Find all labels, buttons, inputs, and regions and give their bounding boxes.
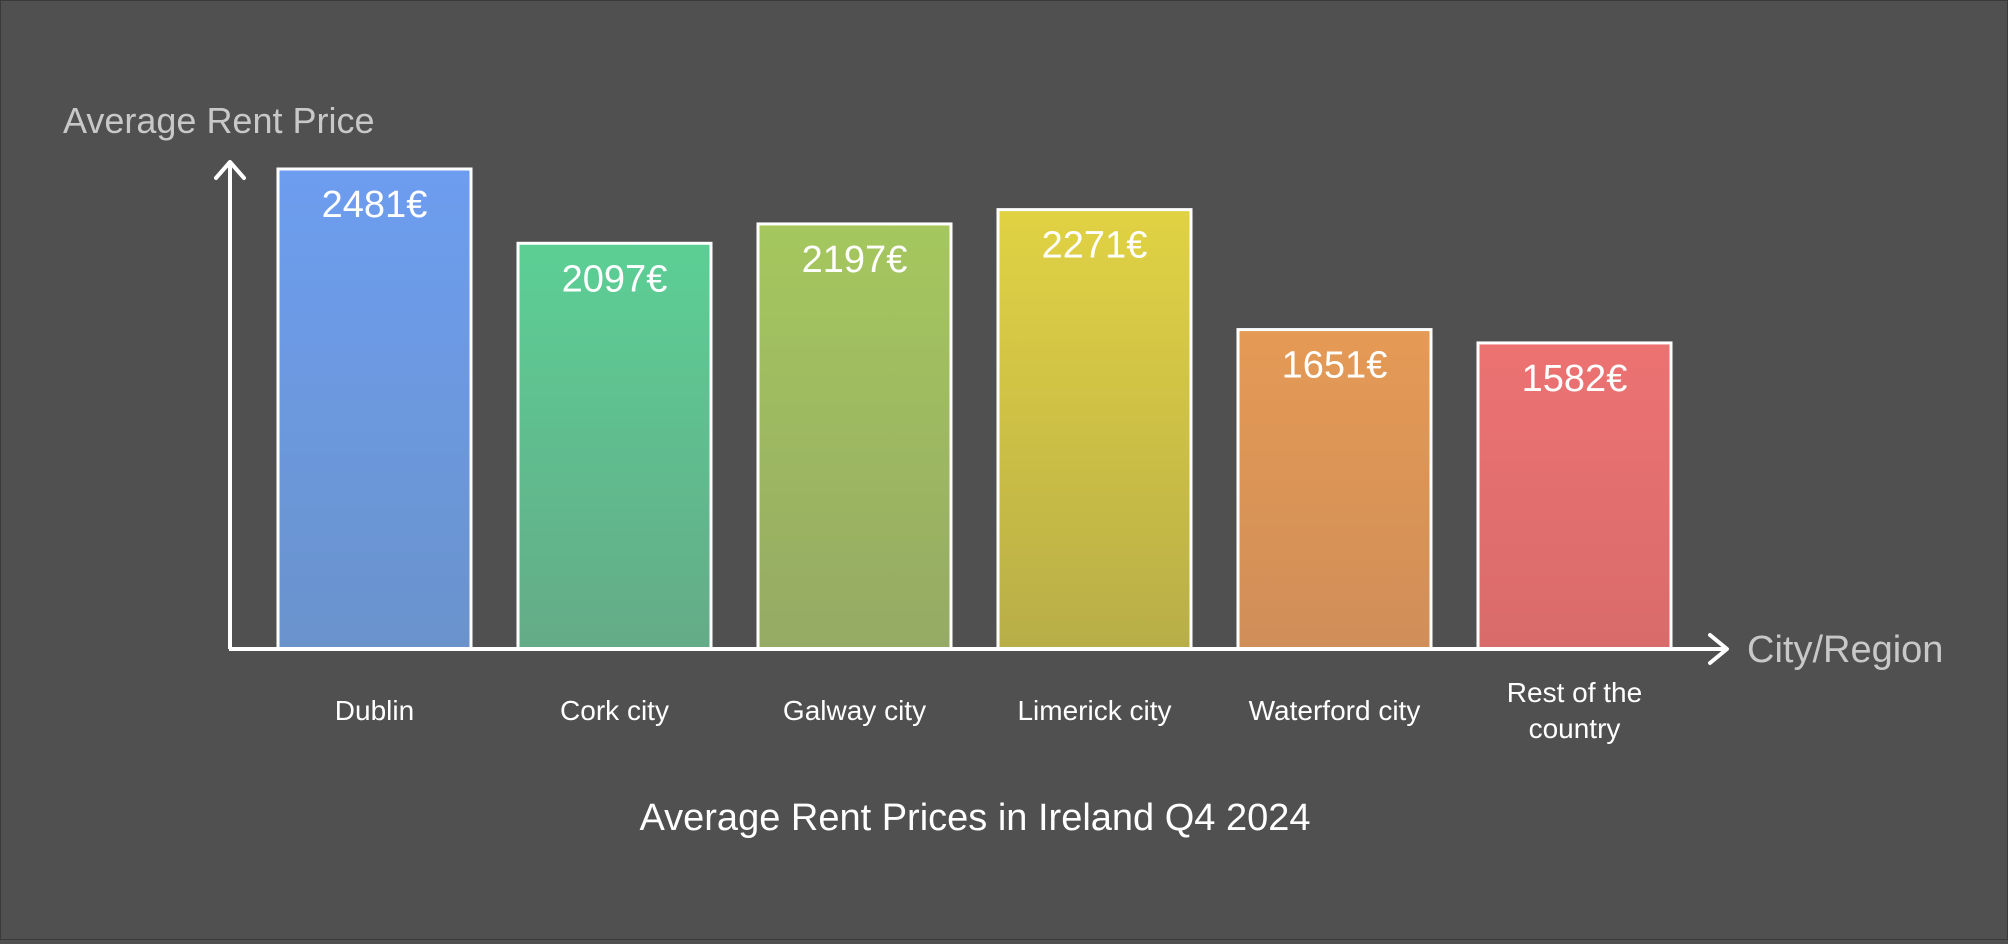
- bar-cork-city: [516, 241, 713, 651]
- x-tick-label: Rest of the country: [1507, 677, 1642, 744]
- x-tick-label: Dublin: [335, 695, 414, 726]
- bars-group: 2481€ 2097€ 2197€ 2271€ 1651€ 1582€: [276, 167, 1673, 651]
- y-axis-label: Average Rent Price: [63, 100, 375, 141]
- bar-limerick-city: [996, 208, 1193, 651]
- chart-title: Average Rent Prices in Ireland Q4 2024: [639, 797, 1310, 839]
- x-axis-arrow: [1708, 633, 1729, 665]
- bar-waterford-city: [1236, 328, 1433, 651]
- bar-value-label: 1582€: [1522, 358, 1628, 400]
- axes: [214, 160, 1729, 665]
- bar-value-label: 2197€: [802, 239, 908, 281]
- x-tick-label: Waterford city: [1249, 695, 1421, 726]
- bar-value-label: 2097€: [562, 258, 668, 300]
- bar-value-label: 1651€: [1282, 345, 1388, 387]
- bar-galway-city: [756, 222, 953, 651]
- y-axis-arrow: [214, 160, 246, 180]
- x-tick-label: Galway city: [783, 695, 926, 726]
- x-axis-label: City/Region: [1747, 629, 1943, 671]
- x-tick-labels: Dublin Cork city Galway city Limerick city W…: [335, 677, 1642, 744]
- bar-dublin: [276, 167, 473, 651]
- bar-rest-of-the-country: [1476, 341, 1673, 651]
- bar-value-label: 2481€: [322, 184, 428, 226]
- x-tick-label: Limerick city: [1017, 695, 1171, 726]
- x-tick-label: Cork city: [560, 695, 669, 726]
- bar-value-label: 2271€: [1042, 225, 1148, 267]
